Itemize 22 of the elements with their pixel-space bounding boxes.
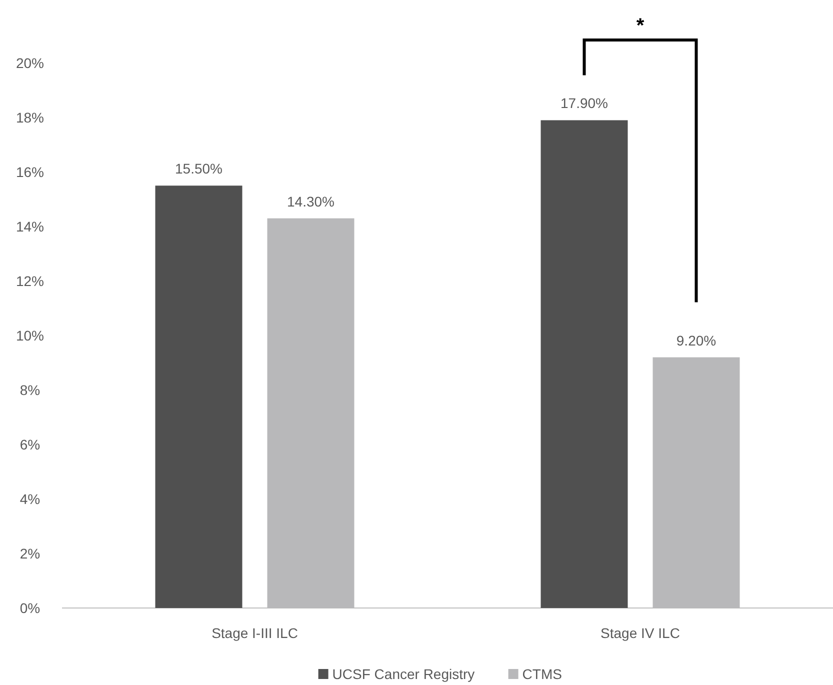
y-tick-label: 0% [20, 600, 40, 616]
y-tick-label: 12% [16, 273, 44, 289]
x-tick-label: Stage I-III ILC [212, 625, 298, 641]
x-tick-label: Stage IV ILC [600, 625, 680, 641]
y-tick-label: 4% [20, 491, 40, 507]
y-tick-label: 6% [20, 436, 40, 452]
bar [540, 120, 628, 608]
legend-label: UCSF Cancer Registry [332, 666, 475, 682]
text: * [636, 15, 644, 37]
y-tick-label: 16% [16, 164, 44, 180]
data-label: 15.50% [175, 160, 222, 177]
y-tick-label: 18% [16, 110, 44, 126]
data-label: 17.90% [560, 95, 608, 112]
bar [155, 186, 242, 608]
y-tick-label: 8% [20, 382, 40, 398]
y-tick-label: 2% [20, 546, 40, 562]
y-tick-label: 10% [16, 328, 44, 344]
y-tick-label: 14% [16, 218, 44, 234]
data-label: 9.20% [676, 332, 716, 348]
data-label: 14.30% [287, 193, 334, 210]
y-tick-label: 20% [16, 55, 44, 71]
legend-label: CTMS [522, 666, 562, 682]
